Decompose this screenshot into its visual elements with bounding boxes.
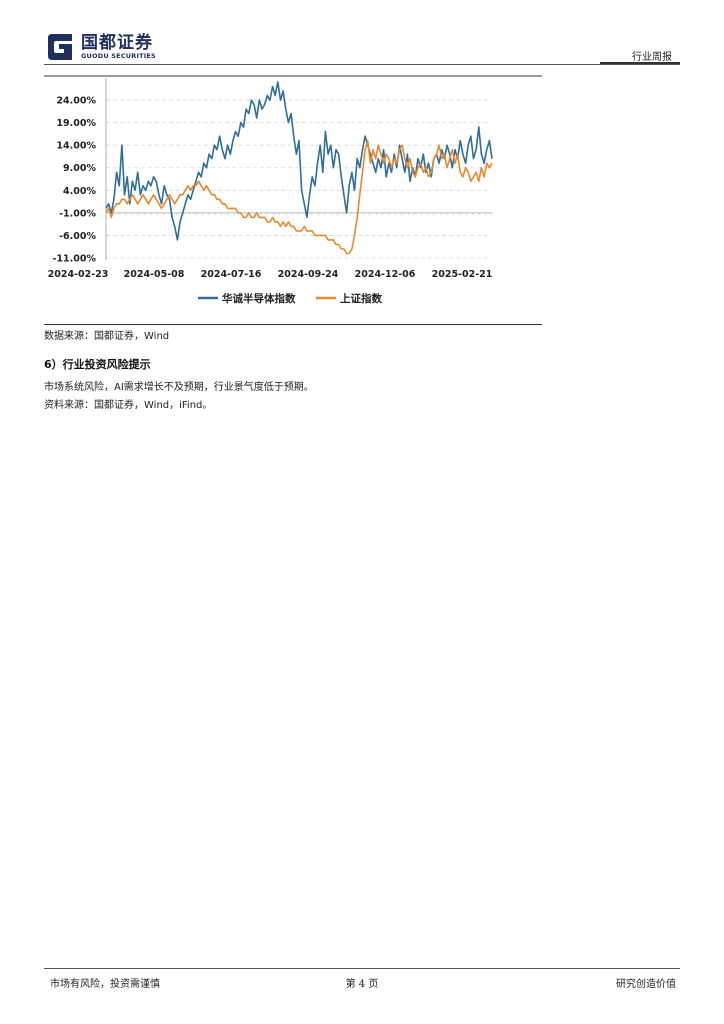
y-tick-label: 14.00% bbox=[56, 141, 96, 152]
logo-mark-icon bbox=[48, 34, 72, 60]
series-line-shanghai bbox=[105, 139, 493, 255]
footer-slogan: 研究创造价值 bbox=[616, 979, 676, 990]
series-line-semiconductor bbox=[105, 81, 493, 241]
y-tick-label: -11.00% bbox=[52, 254, 96, 265]
index-comparison-chart: 24.00% 19.00% 14.00% 9.00% 4.00% -1.00% -6.00%… bbox=[44, 74, 542, 324]
page-number: 第 4 页 bbox=[345, 979, 379, 990]
y-tick-label: 24.00% bbox=[56, 96, 96, 107]
header-divider-accent bbox=[600, 62, 680, 64]
logo-chinese-name: 国都证券 bbox=[81, 33, 153, 53]
y-tick-label: 4.00% bbox=[63, 186, 96, 197]
chart-svg: 24.00% 19.00% 14.00% 9.00% 4.00% -1.00% -6.00%… bbox=[44, 75, 542, 305]
header-divider bbox=[44, 64, 680, 65]
chart-source-note: 数据来源：国都证券，Wind bbox=[44, 331, 170, 342]
y-tick-label: 19.00% bbox=[56, 118, 96, 129]
guodu-logo: 国都证券 GUODU SECURITIES bbox=[44, 32, 156, 62]
x-tick-label: 2025-02-21 bbox=[432, 269, 493, 280]
y-tick-label: 9.00% bbox=[63, 163, 96, 174]
y-tick-label: -1.00% bbox=[59, 208, 96, 219]
footer-disclaimer: 市场有风险，投资需谨慎 bbox=[50, 979, 160, 990]
page-header: 国都证券 GUODU SECURITIES 行业周报 bbox=[0, 0, 724, 70]
x-tick-label: 2024-09-24 bbox=[278, 269, 339, 280]
legend-label: 上证指数 bbox=[340, 292, 382, 305]
risk-section-title: 6）行业投资风险提示 bbox=[44, 358, 151, 371]
risk-section-text: 市场系统风险，AI需求增长不及预期，行业景气度低于预期。 bbox=[44, 382, 314, 393]
x-tick-label: 2024-07-16 bbox=[201, 269, 262, 280]
y-tick-label: -6.00% bbox=[59, 231, 96, 242]
chart-bottom-divider bbox=[44, 324, 542, 325]
risk-section-source: 资料来源：国都证券，Wind，iFind。 bbox=[44, 400, 213, 411]
footer-divider bbox=[44, 968, 680, 969]
legend-label: 华诚半导体指数 bbox=[222, 292, 296, 305]
x-tick-label: 2024-02-23 bbox=[48, 269, 109, 280]
x-tick-label: 2024-12-06 bbox=[355, 269, 416, 280]
x-tick-label: 2024-05-08 bbox=[124, 269, 185, 280]
logo-english-name: GUODU SECURITIES bbox=[81, 52, 156, 60]
report-type-label: 行业周报 bbox=[632, 52, 672, 63]
